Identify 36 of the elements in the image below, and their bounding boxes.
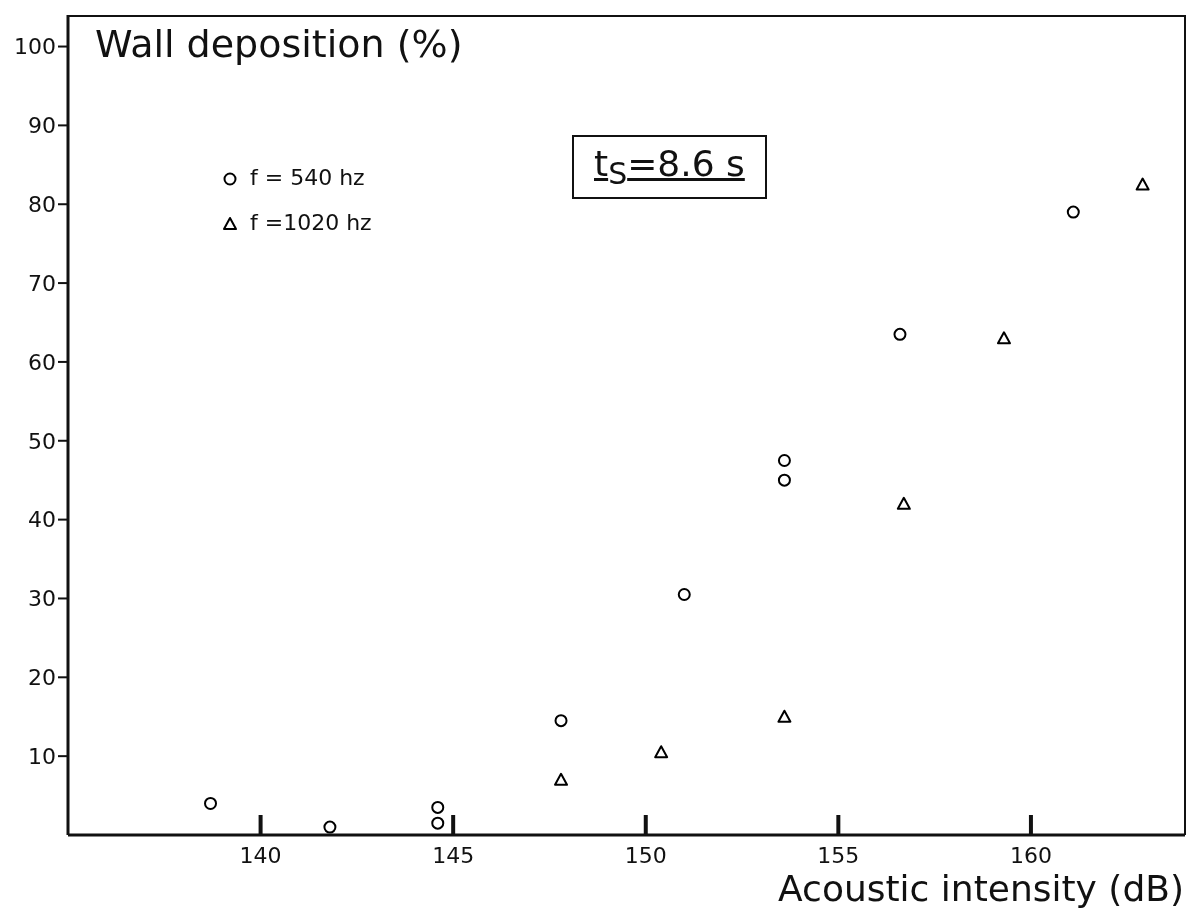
y-tick-label: 30 [28,586,56,612]
x-axis-title: Acoustic intensity (dB) [778,868,1184,909]
point [777,473,791,487]
y-tick-label: 50 [28,428,56,454]
point [654,745,669,759]
y-tick-label: 10 [28,743,56,769]
point [323,820,337,834]
legend-label: f = 540 hz [250,165,365,190]
point [431,816,445,830]
x-tick-label: 140 [239,842,282,868]
annotation: t$_{S}$=8.6 s [572,135,767,200]
y-axis-title: Wall deposition (%) [95,22,463,66]
y-tick-label: 80 [28,192,56,218]
point [777,453,791,467]
y-tick-label: 100 [14,34,56,60]
legend-label: f =1020 hz [250,210,372,235]
x-tick-label: 145 [432,842,475,868]
y-tick-label: 90 [28,113,56,139]
point [431,800,445,814]
point [554,714,568,728]
point [677,588,691,602]
y-tick-label: 20 [28,665,56,691]
point [896,496,911,510]
point [204,796,218,810]
point [1066,205,1080,219]
point [777,709,792,723]
x-tick-label: 160 [1009,842,1052,868]
x-tick-label: 155 [817,842,860,868]
x-tick-label: 150 [624,842,667,868]
point [554,772,569,786]
y-tick-label: 60 [28,349,56,375]
point [1135,177,1150,191]
y-tick-label: 40 [28,507,56,533]
y-tick-label: 70 [28,270,56,296]
point [893,327,907,341]
point [996,331,1011,345]
